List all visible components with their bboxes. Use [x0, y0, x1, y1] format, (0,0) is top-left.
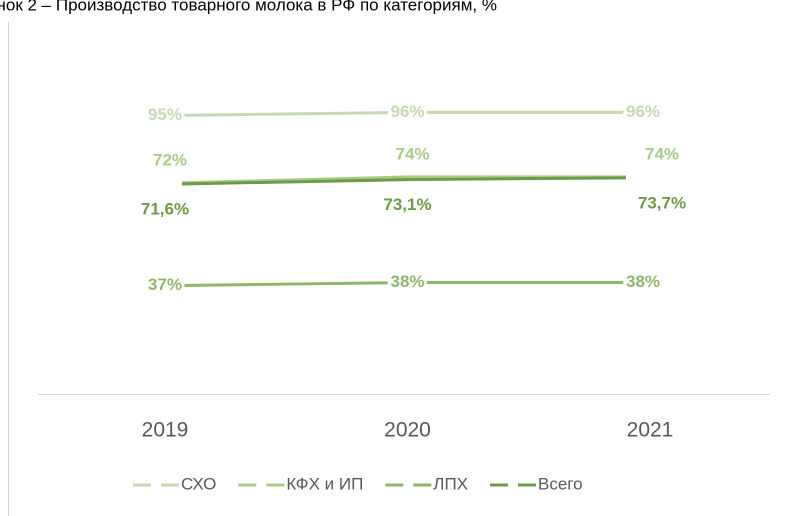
- series-line: [181, 281, 626, 287]
- series-line: [181, 176, 627, 186]
- legend-label: ЛПХ: [433, 474, 468, 493]
- data-label: 38%: [626, 272, 660, 291]
- data-label: 38%: [390, 272, 424, 291]
- legend-label: СХО: [181, 474, 216, 493]
- data-label: 96%: [390, 102, 424, 121]
- x-tick-label: 2019: [142, 419, 189, 442]
- data-label: 72%: [153, 150, 187, 169]
- legend-label: КФХ и ИП: [286, 474, 363, 493]
- series-line: [181, 110, 626, 117]
- data-label: 71,6%: [141, 199, 189, 218]
- data-label: 74%: [395, 144, 429, 163]
- data-label: 73,7%: [638, 193, 686, 212]
- x-tick-label: 2021: [627, 419, 674, 442]
- data-label: 95%: [148, 105, 182, 124]
- x-tick-label: 2020: [384, 419, 431, 442]
- data-label: 73,1%: [383, 195, 431, 214]
- legend-label: Всего: [538, 474, 583, 493]
- data-label: 74%: [645, 144, 679, 163]
- data-label: 37%: [148, 275, 182, 294]
- chart-title: унок 2 – Производство товарного молока в…: [0, 0, 497, 14]
- data-label: 96%: [626, 102, 660, 121]
